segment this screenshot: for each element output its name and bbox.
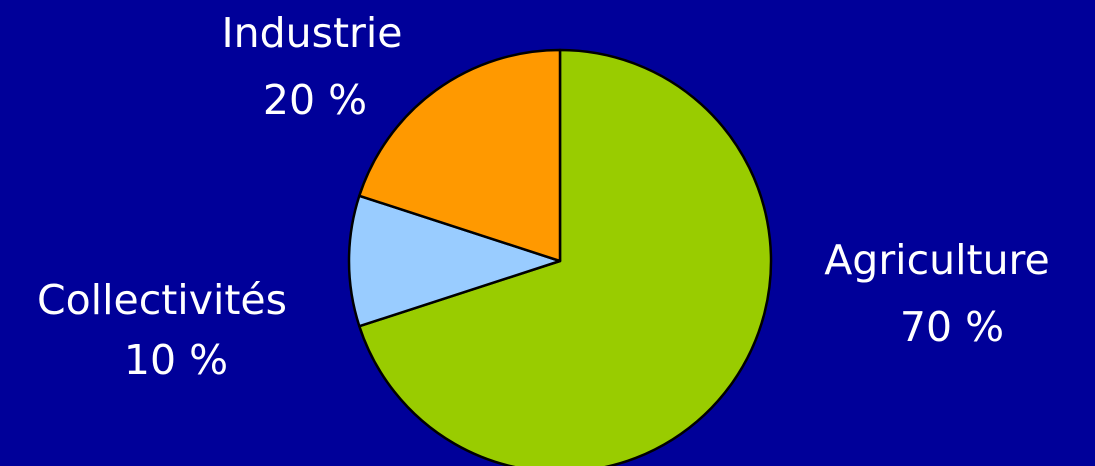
collectivites-label: Collectivités (37, 276, 287, 324)
agriculture-label: Agriculture (824, 236, 1049, 284)
pie-slices (347, 48, 773, 466)
industrie-label: Industrie (222, 9, 403, 57)
pie-slice-agriculture (358, 48, 773, 466)
pie-slice-industrie (358, 48, 562, 263)
pie-slice-collectivites (347, 194, 562, 328)
collectivites-value-label: 10 % (124, 336, 228, 384)
industrie-value-label: 20 % (263, 76, 367, 124)
agriculture-value-label: 70 % (900, 303, 1004, 351)
